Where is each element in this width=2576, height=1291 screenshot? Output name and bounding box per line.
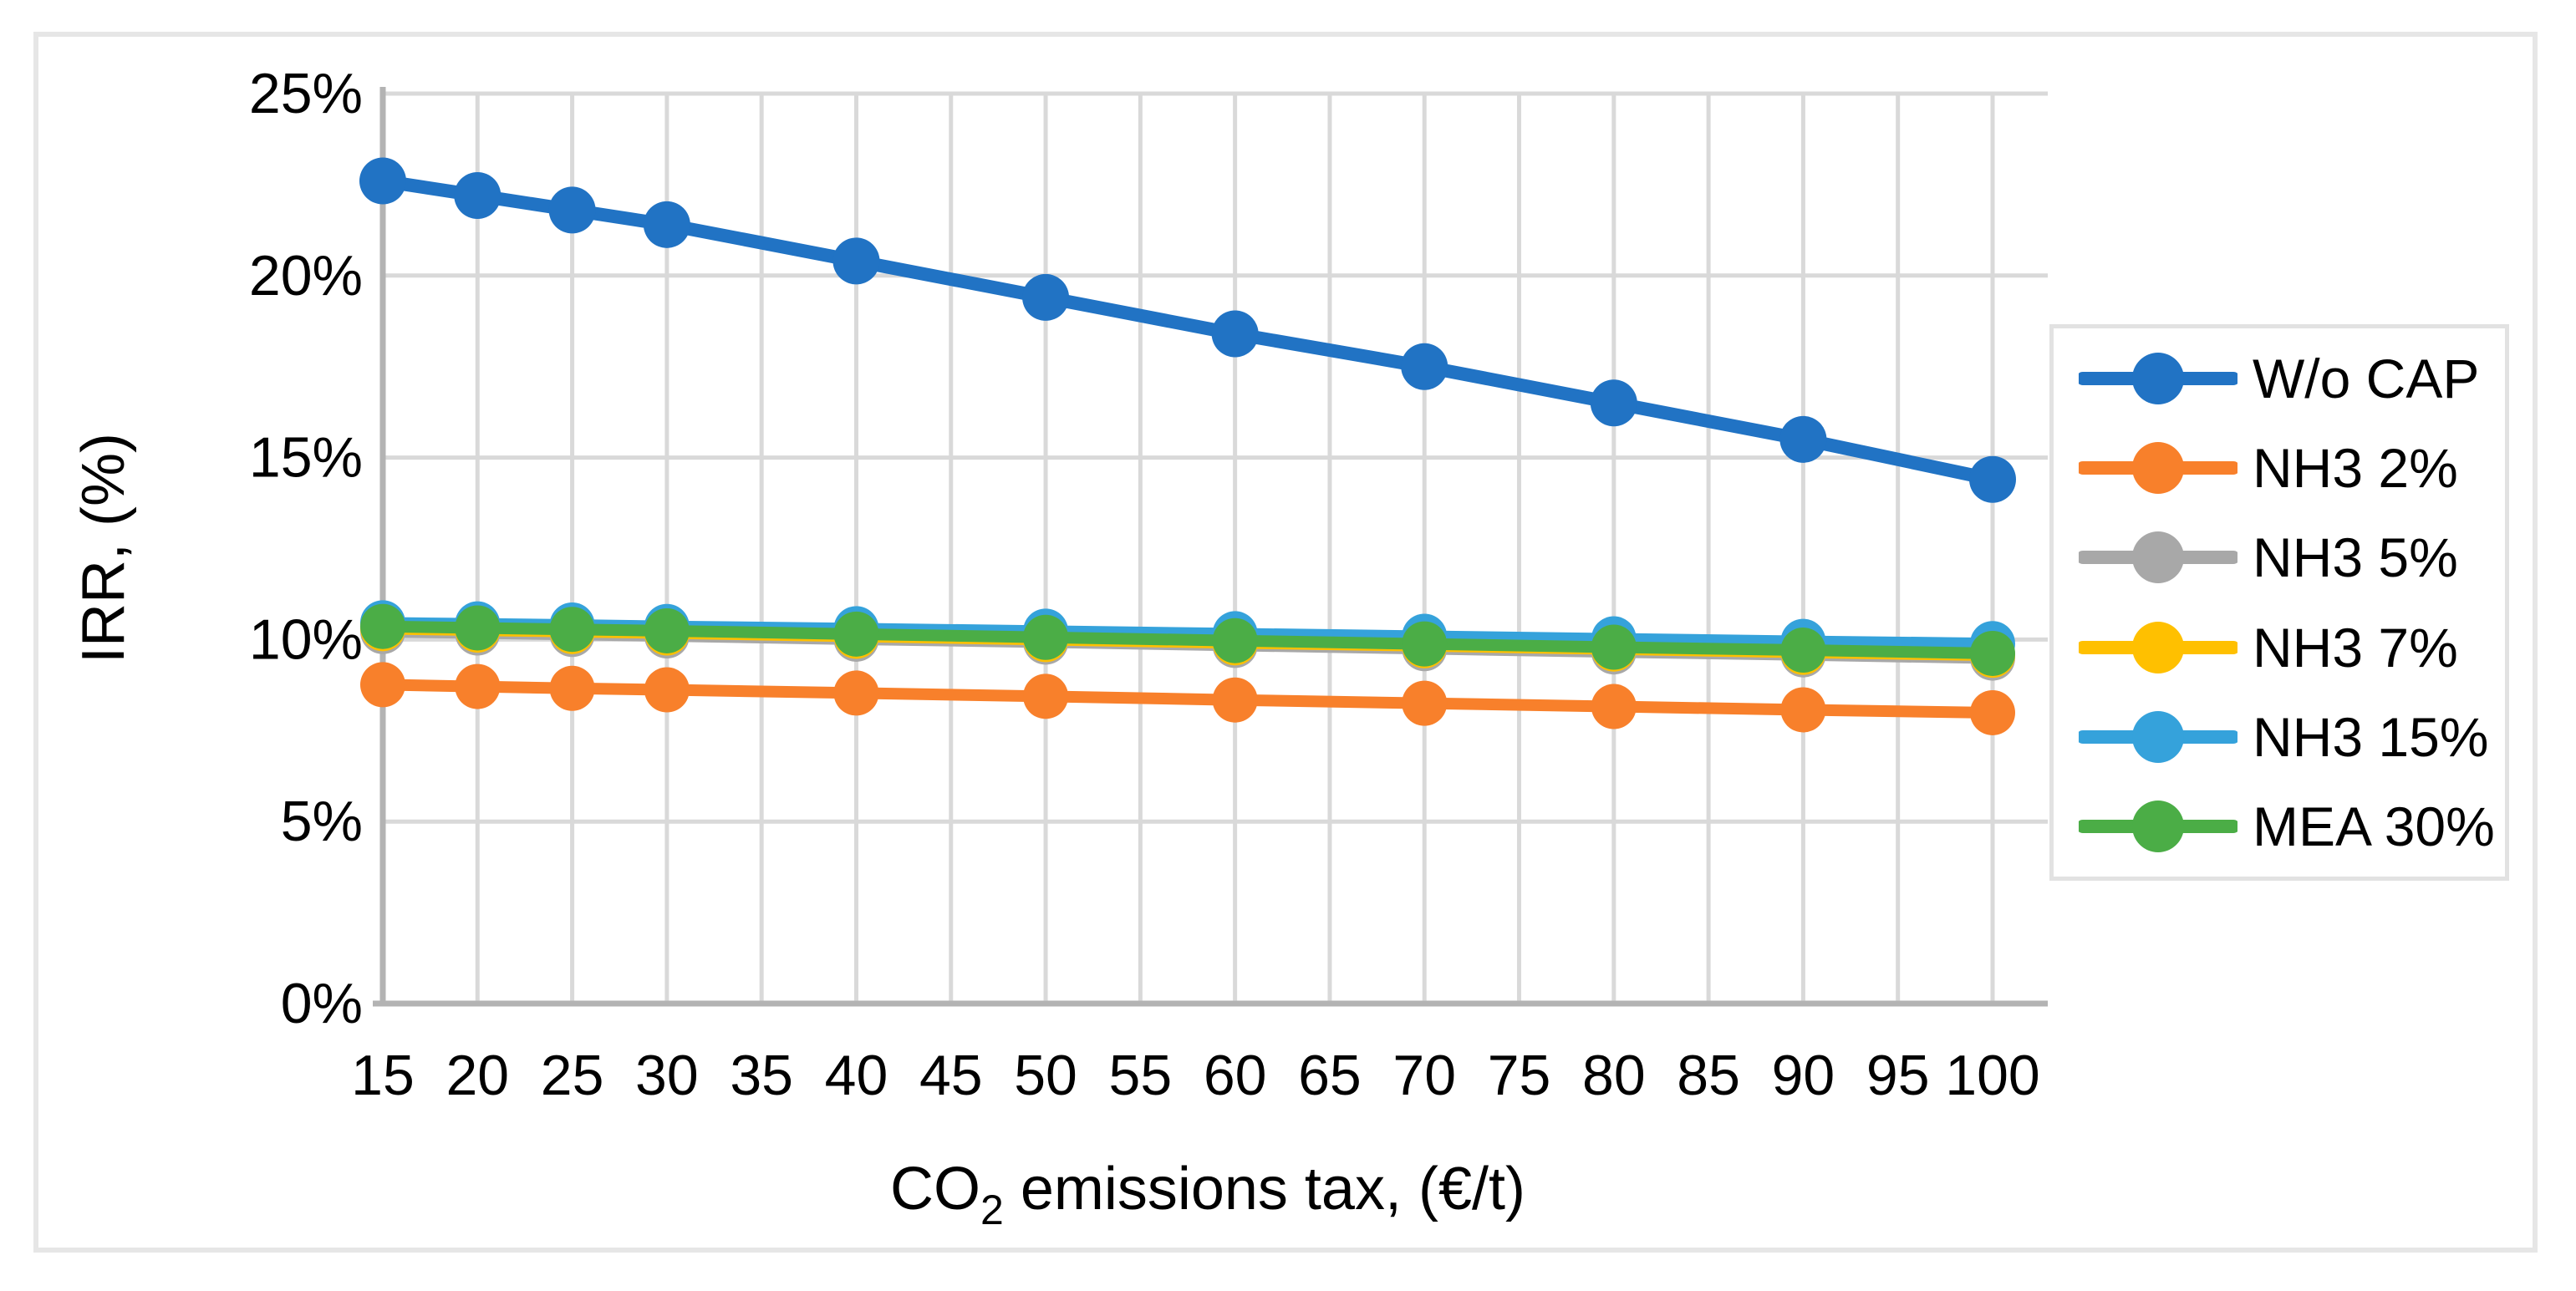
legend-marker-nh3-7-icon [2079,621,2237,673]
legend-item-nh3-2: NH3 2% [2054,435,2505,501]
legend-label-mea-30: MEA 30% [2253,795,2495,858]
x-tick-label-20: 20 [445,1044,509,1107]
legend-label-w-o-cap: W/o CAP [2253,347,2480,409]
series-marker-w-o-cap [832,237,880,285]
x-tick-label-15: 15 [351,1044,415,1107]
x-tick-label-45: 45 [919,1044,983,1107]
axis-lines [373,87,2048,1007]
x-tick-label-65: 65 [1298,1044,1362,1107]
y-tick-label-25%: 25% [249,62,363,125]
x-tick-labels: 15 20 25 30 35 40 45 50 55 60 65 70 75 80 85 90 95 100 [351,1044,2040,1107]
series-marker-mea-30 [360,603,405,649]
series-marker-nh3-2 [644,667,690,713]
series-marker-mea-30 [1402,621,1448,667]
series-marker-mea-30 [549,607,595,653]
x-tick-label-60: 60 [1204,1044,1267,1107]
legend-item-w-o-cap: W/o CAP [2054,345,2505,412]
x-tick-label-70: 70 [1392,1044,1456,1107]
legend-label-nh3-2: NH3 2% [2253,436,2458,499]
x-tick-label-35: 35 [730,1044,793,1107]
y-tick-label-10%: 10% [249,607,363,671]
series-marker-w-o-cap [1969,455,2016,503]
series-marker-w-o-cap [359,157,406,205]
series-marker-w-o-cap [548,186,596,234]
x-axis-title-subscript: 2 [980,1187,1004,1233]
series-marker-w-o-cap [1022,273,1070,321]
series-marker-mea-30 [1591,624,1637,670]
x-tick-label-85: 85 [1677,1044,1740,1107]
legend-marker-nh3-5-icon [2079,531,2237,584]
legend-item-mea-30: MEA 30% [2054,793,2505,860]
y-tick-labels: 0% 5% 10% 15% 20% 25% [249,62,363,1035]
series-marker-w-o-cap [1401,343,1448,390]
series-marker-w-o-cap [643,201,690,248]
x-tick-label-75: 75 [1488,1044,1551,1107]
series-marker-nh3-2 [1970,689,2015,735]
x-tick-label-25: 25 [541,1044,604,1107]
series-line-w-o-cap [376,174,1999,486]
series-mea-30 [360,603,2015,676]
legend-marker-w-o-cap-icon [2079,352,2237,404]
x-axis-title-base: CO [890,1156,980,1222]
series-w-o-cap [359,157,2016,503]
series-marker-nh3-2 [360,662,405,708]
x-axis-title-rest: emissions tax, (€/t) [1004,1156,1525,1222]
series-line-nh3-2 [377,679,1998,719]
series-marker-mea-30 [833,611,879,657]
legend-marker-nh3-2-icon [2079,441,2237,494]
x-tick-label-80: 80 [1582,1044,1646,1107]
series-marker-w-o-cap [1779,415,1827,463]
x-tick-label-95: 95 [1866,1044,1930,1107]
x-tick-label-50: 50 [1014,1044,1077,1107]
series-marker-nh3-2 [1212,677,1258,723]
data-series [359,157,2016,735]
gridlines [380,91,2048,1006]
legend-label-nh3-15: NH3 15% [2253,705,2489,768]
series-marker-nh3-2 [1780,687,1826,733]
x-tick-label-55: 55 [1109,1044,1173,1107]
y-tick-label-0%: 0% [281,972,363,1035]
series-marker-mea-30 [644,607,690,653]
x-tick-label-40: 40 [825,1044,888,1107]
series-marker-nh3-2 [1402,680,1448,726]
series-marker-w-o-cap [1590,379,1637,427]
y-tick-label-5%: 5% [281,790,363,853]
x-tick-label-90: 90 [1772,1044,1835,1107]
legend-item-nh3-5: NH3 5% [2054,524,2505,591]
series-marker-mea-30 [1212,618,1258,663]
legend-marker-mea-30-icon [2079,801,2237,853]
series-marker-w-o-cap [454,171,501,219]
y-axis-title: IRR, (%) [70,433,137,663]
legend-label-nh3-7: NH3 7% [2253,616,2458,679]
chart-legend: W/o CAP NH3 2% NH3 5% NH3 7% NH3 15% MEA 30% [2049,324,2509,881]
series-marker-mea-30 [455,605,501,651]
series-nh3-2 [360,662,2015,735]
legend-label-nh3-5: NH3 5% [2253,526,2458,589]
series-marker-w-o-cap [1211,310,1259,358]
legend-marker-nh3-15-icon [2079,710,2237,763]
x-tick-label-30: 30 [635,1044,699,1107]
series-marker-nh3-2 [549,665,595,711]
x-tick-label-100: 100 [1945,1044,2039,1107]
legend-item-nh3-15: NH3 15% [2054,704,2505,770]
y-tick-label-20%: 20% [249,244,363,308]
series-marker-nh3-2 [455,663,501,709]
series-marker-mea-30 [1970,630,2015,676]
series-marker-nh3-2 [1591,684,1637,729]
series-marker-nh3-2 [1023,673,1069,719]
series-marker-mea-30 [1023,614,1069,660]
legend-item-nh3-7: NH3 7% [2054,614,2505,681]
series-marker-nh3-2 [833,670,879,716]
y-tick-label-15%: 15% [249,426,363,490]
series-marker-mea-30 [1780,628,1826,673]
x-axis-title: CO2 emissions tax, (€/t) [890,1156,1525,1233]
